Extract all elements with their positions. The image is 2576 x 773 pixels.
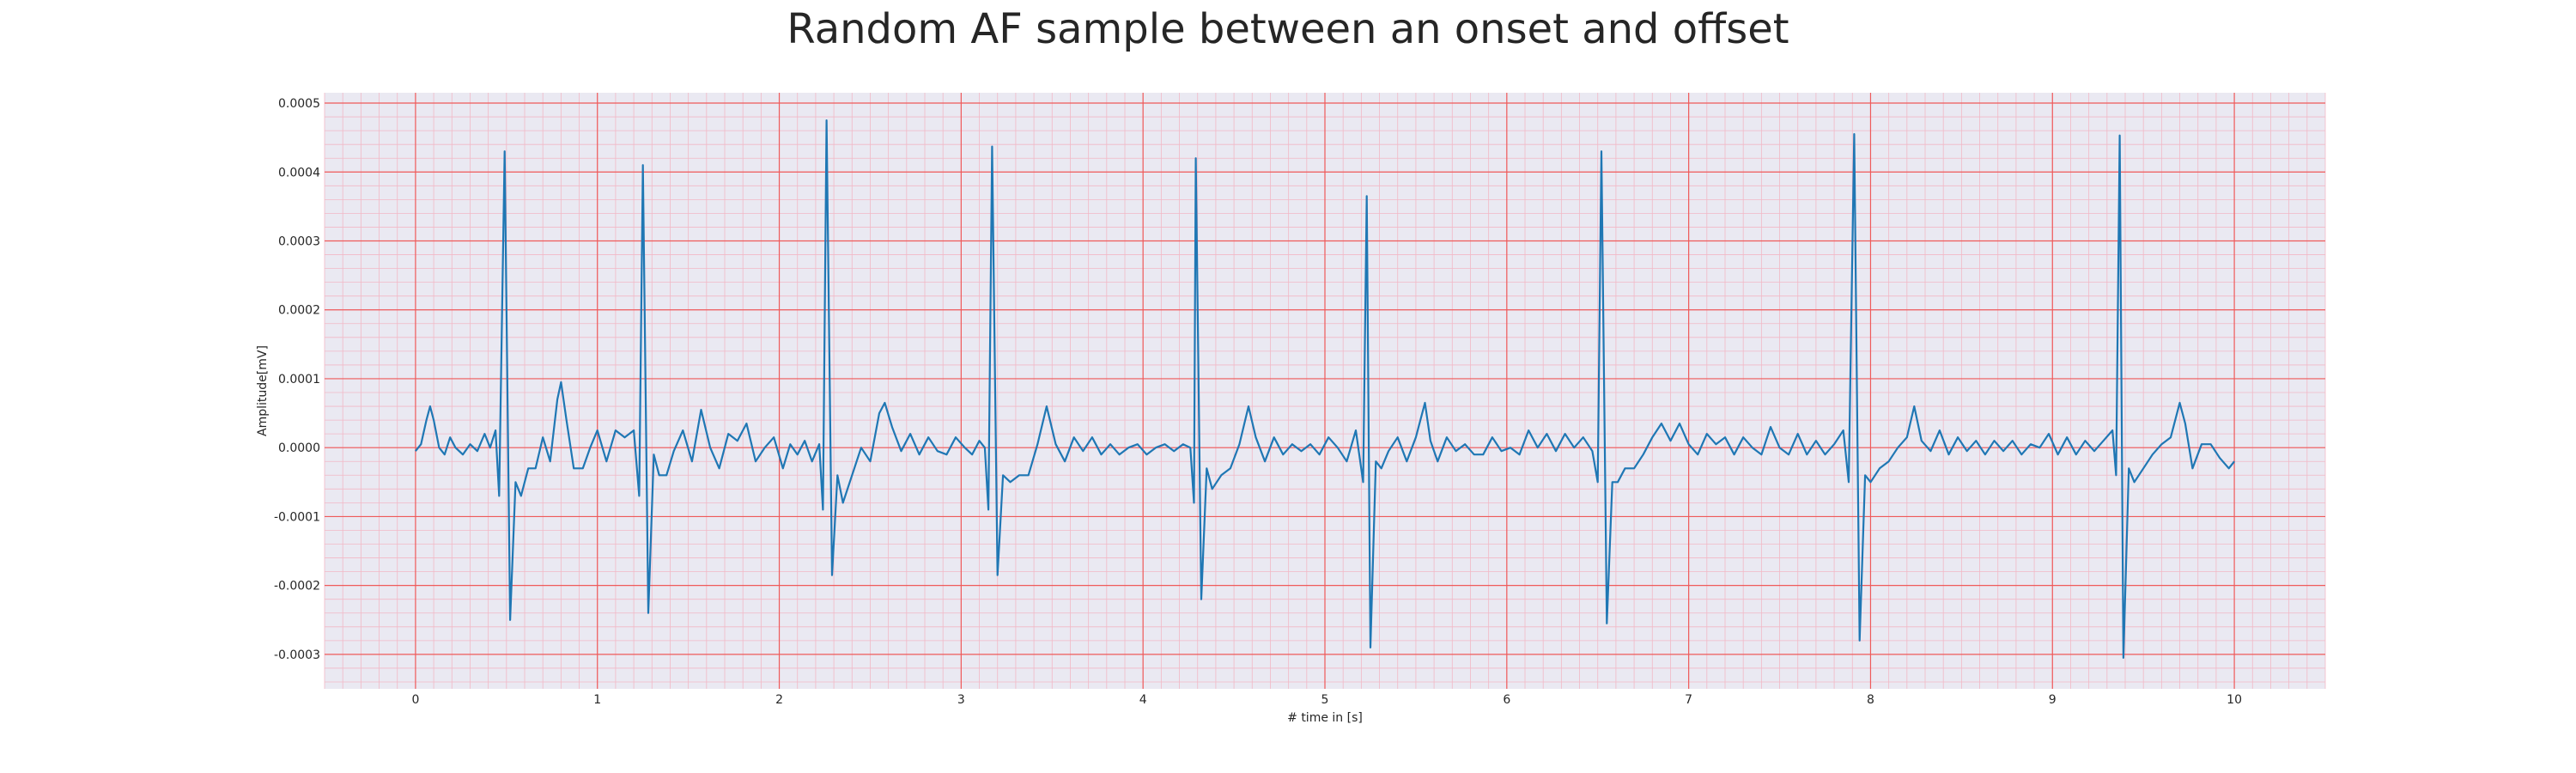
series-line (415, 119, 2235, 659)
y-tick-label: -0.0003 (274, 648, 320, 662)
x-tick-label: 5 (1321, 693, 1329, 707)
y-tick-label: 0.0004 (278, 166, 320, 180)
x-tick-label: 9 (2049, 693, 2057, 707)
x-tick-label: 10 (2227, 693, 2242, 707)
x-axis-label: # time in [s] (1287, 711, 1363, 725)
y-tick-label: 0.0003 (278, 234, 320, 248)
major-grid (325, 93, 2325, 689)
y-tick-label: 0.0002 (278, 304, 320, 318)
y-tick-label: -0.0001 (274, 510, 320, 524)
x-tick-label: 7 (1685, 693, 1692, 707)
x-ticks: 0 1 2 3 4 5 6 7 8 9 10 (411, 693, 2242, 707)
y-tick-label: -0.0002 (274, 580, 320, 593)
x-tick-label: 1 (593, 693, 601, 707)
x-tick-label: 4 (1139, 693, 1147, 707)
x-tick-label: 0 (411, 693, 419, 707)
x-tick-label: 3 (957, 693, 965, 707)
x-tick-label: 8 (1867, 693, 1874, 707)
chart-title: Random AF sample between an onset and of… (787, 5, 1789, 53)
y-tick-label: 0.0005 (278, 97, 320, 111)
x-tick-label: 2 (775, 693, 783, 707)
y-tick-label: 0.0000 (278, 441, 320, 455)
y-tick-label: 0.0001 (278, 373, 320, 386)
y-ticks: -0.0003 -0.0002 -0.0001 0.0000 0.0001 0.0002 0… (274, 97, 320, 662)
y-axis-label: Amplitude[mV] (256, 345, 270, 436)
x-tick-label: 6 (1503, 693, 1510, 707)
